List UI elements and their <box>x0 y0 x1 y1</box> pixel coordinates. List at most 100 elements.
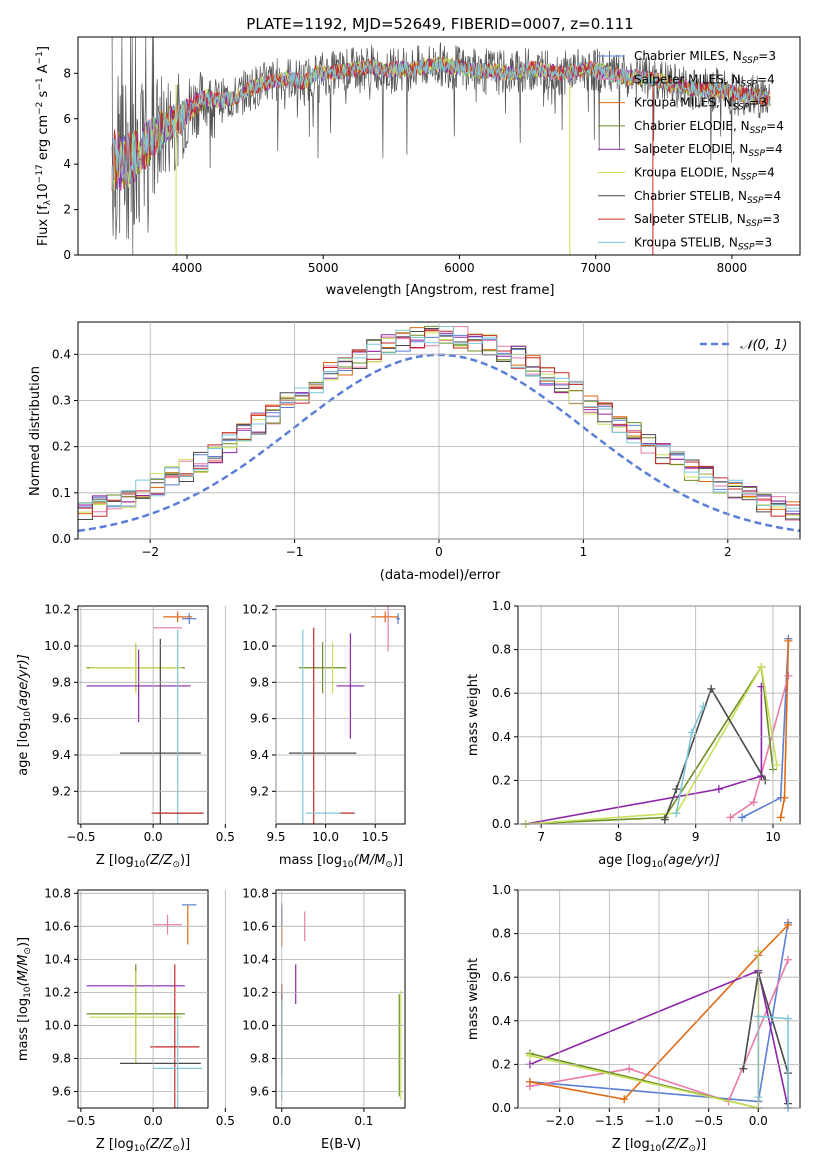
legend-entry: Salpeter MILES, NSSP=4 <box>634 72 775 89</box>
weight-series-line <box>741 638 790 819</box>
residual-xlabel: (data-model)/error <box>380 568 501 583</box>
y-tick-label: 9.2 <box>250 784 269 798</box>
x-tick-label: 1 <box>580 545 588 559</box>
y-tick-label: 10.6 <box>44 919 71 933</box>
y-tick-label: 10.8 <box>44 886 71 900</box>
weight-marker <box>625 1064 634 1073</box>
x-tick-label: 5000 <box>308 261 339 275</box>
y-tick-label: 10.0 <box>242 1018 269 1032</box>
z-mass-xlabel: Z [log10(Z/Z⊙)] <box>96 1137 190 1154</box>
x-tick-label: 0.0 <box>749 1114 768 1128</box>
y-tick-label: 8 <box>63 66 71 80</box>
x-tick-label: 2 <box>724 545 732 559</box>
x-tick-label: 7000 <box>580 261 611 275</box>
mass-age-xlabel: mass [log10(M/M⊙)] <box>279 853 403 870</box>
residual-ylabel: Normed distribution <box>28 366 43 496</box>
y-tick-label: 9.6 <box>52 712 71 726</box>
legend-entry: Kroupa STELIB, NSSP=3 <box>634 235 772 252</box>
spectrum-legend: Chabrier MILES, NSSP=3 Salpeter MILES, NS… <box>598 49 784 252</box>
y-tick-label: 0.4 <box>52 347 71 361</box>
y-tick-label: 1.0 <box>492 883 511 897</box>
weight-series-line <box>525 664 774 825</box>
x-tick-label: −0.5 <box>66 1114 95 1128</box>
z-mass-panel: −0.5 0.0 0.5 9.6 9.8 10.0 10.2 10.4 10.6 10.8 Z [… <box>16 886 235 1154</box>
x-tick-label: 8000 <box>717 261 748 275</box>
z-mass-ylabel: mass [log10(M/M⊙)] <box>16 937 33 1061</box>
y-tick-label: 0.1 <box>52 486 71 500</box>
age-weight-ylabel: mass weight <box>466 674 481 756</box>
weight-marker <box>784 1014 793 1023</box>
weight-marker <box>525 1077 534 1086</box>
x-tick-label: 0 <box>435 545 443 559</box>
weight-marker <box>525 1051 534 1060</box>
y-tick-label: 0.6 <box>492 686 511 700</box>
legend-entry: Salpeter ELODIE, NSSP=4 <box>634 142 783 159</box>
legend-entry: Kroupa MILES, NSSP=3 <box>634 96 767 113</box>
y-tick-label: 4 <box>63 157 71 171</box>
legend-entry: Kroupa ELODIE, NSSP=4 <box>634 166 775 183</box>
weight-marker <box>749 798 758 807</box>
y-tick-label: 10.2 <box>242 603 269 617</box>
z-age-ylabel: age [log10(age/yr)] <box>16 654 33 776</box>
weight-marker <box>672 809 681 818</box>
spectrum-panel: 4000 5000 6000 7000 8000 0 2 4 6 8 wavelength [A… <box>35 36 801 298</box>
z-weight-panel: −2.0 −1.5 −1.0 −0.5 0.0 0.0 0.2 0.4 0.6 0.8 1.0 Z … <box>466 883 801 1154</box>
x-tick-label: 4000 <box>172 261 203 275</box>
y-tick-label: 0.0 <box>492 817 511 831</box>
x-tick-label: 0.0 <box>144 830 163 844</box>
x-tick-label: 9 <box>692 830 700 844</box>
y-tick-label: 10.4 <box>242 952 269 966</box>
legend-entry: Salpeter STELIB, NSSP=3 <box>634 212 780 229</box>
y-tick-label: 10.4 <box>44 952 71 966</box>
y-tick-label: 10.2 <box>242 985 269 999</box>
weight-marker <box>757 663 766 672</box>
y-tick-label: 9.4 <box>250 748 269 762</box>
legend-entry: Chabrier ELODIE, NSSP=4 <box>634 119 784 136</box>
weight-marker <box>620 1095 629 1104</box>
residual-panel: −2 −1 0 1 2 0.0 0.1 0.2 0.3 0.4 (data-model)/erro… <box>28 321 801 583</box>
y-tick-label: 0.2 <box>492 773 511 787</box>
y-tick-label: 9.8 <box>250 1051 269 1065</box>
x-tick-label: 10.5 <box>362 830 389 844</box>
y-tick-label: 10.6 <box>242 919 269 933</box>
weight-marker <box>660 815 669 824</box>
y-tick-label: 10.2 <box>44 603 71 617</box>
legend-entry: Chabrier STELIB, NSSP=4 <box>634 189 781 206</box>
y-tick-label: 9.8 <box>250 675 269 689</box>
y-tick-label: 0.4 <box>492 1014 511 1028</box>
ebv-mass-panel: 0.0 0.1 9.6 9.8 10.0 10.2 10.4 10.6 10.8 E(B-V) <box>242 886 406 1152</box>
weight-marker <box>707 684 716 693</box>
x-tick-label: 10 <box>765 830 780 844</box>
legend-entry: Chabrier MILES, NSSP=3 <box>634 49 776 66</box>
weight-marker <box>784 671 793 680</box>
x-tick-label: 10.0 <box>312 830 339 844</box>
normal-legend-label: 𝒩(0, 1) <box>740 338 787 353</box>
x-tick-label: 0.5 <box>216 830 235 844</box>
residual-legend: 𝒩(0, 1) <box>700 338 787 353</box>
x-tick-label: −1.0 <box>644 1114 673 1128</box>
z-age-panel: −0.5 0.0 0.5 9.2 9.4 9.6 9.8 10.0 10.2 Z [log10(… <box>16 603 235 870</box>
y-tick-label: 9.6 <box>250 712 269 726</box>
figure-title: PLATE=1192, MJD=52649, FIBERID=0007, z=0… <box>246 15 633 33</box>
weight-marker <box>726 813 735 822</box>
y-tick-label: 1.0 <box>492 599 511 613</box>
weight-marker <box>772 761 781 770</box>
y-tick-label: 9.8 <box>52 675 71 689</box>
weight-marker <box>784 955 793 964</box>
y-tick-label: 0.3 <box>52 393 71 407</box>
spectrum-xlabel: wavelength [Angstrom, rest frame] <box>326 283 555 298</box>
weight-marker <box>738 813 747 822</box>
y-tick-label: 9.8 <box>52 1051 71 1065</box>
y-tick-label: 0.0 <box>52 532 71 546</box>
age-weight-xlabel: age [log10(age/yr)] <box>598 853 720 870</box>
ebv-mass-xlabel: E(B-V) <box>321 1137 361 1152</box>
weight-marker <box>714 785 723 794</box>
x-tick-label: 9.5 <box>266 830 285 844</box>
z-weight-xlabel: Z [log10(Z/Z⊙)] <box>612 1137 706 1154</box>
y-tick-label: 10.0 <box>242 639 269 653</box>
weight-marker <box>672 785 681 794</box>
z-age-xlabel: Z [log10(Z/Z⊙)] <box>96 853 190 870</box>
y-tick-label: 10.0 <box>44 1018 71 1032</box>
weight-marker <box>780 793 789 802</box>
